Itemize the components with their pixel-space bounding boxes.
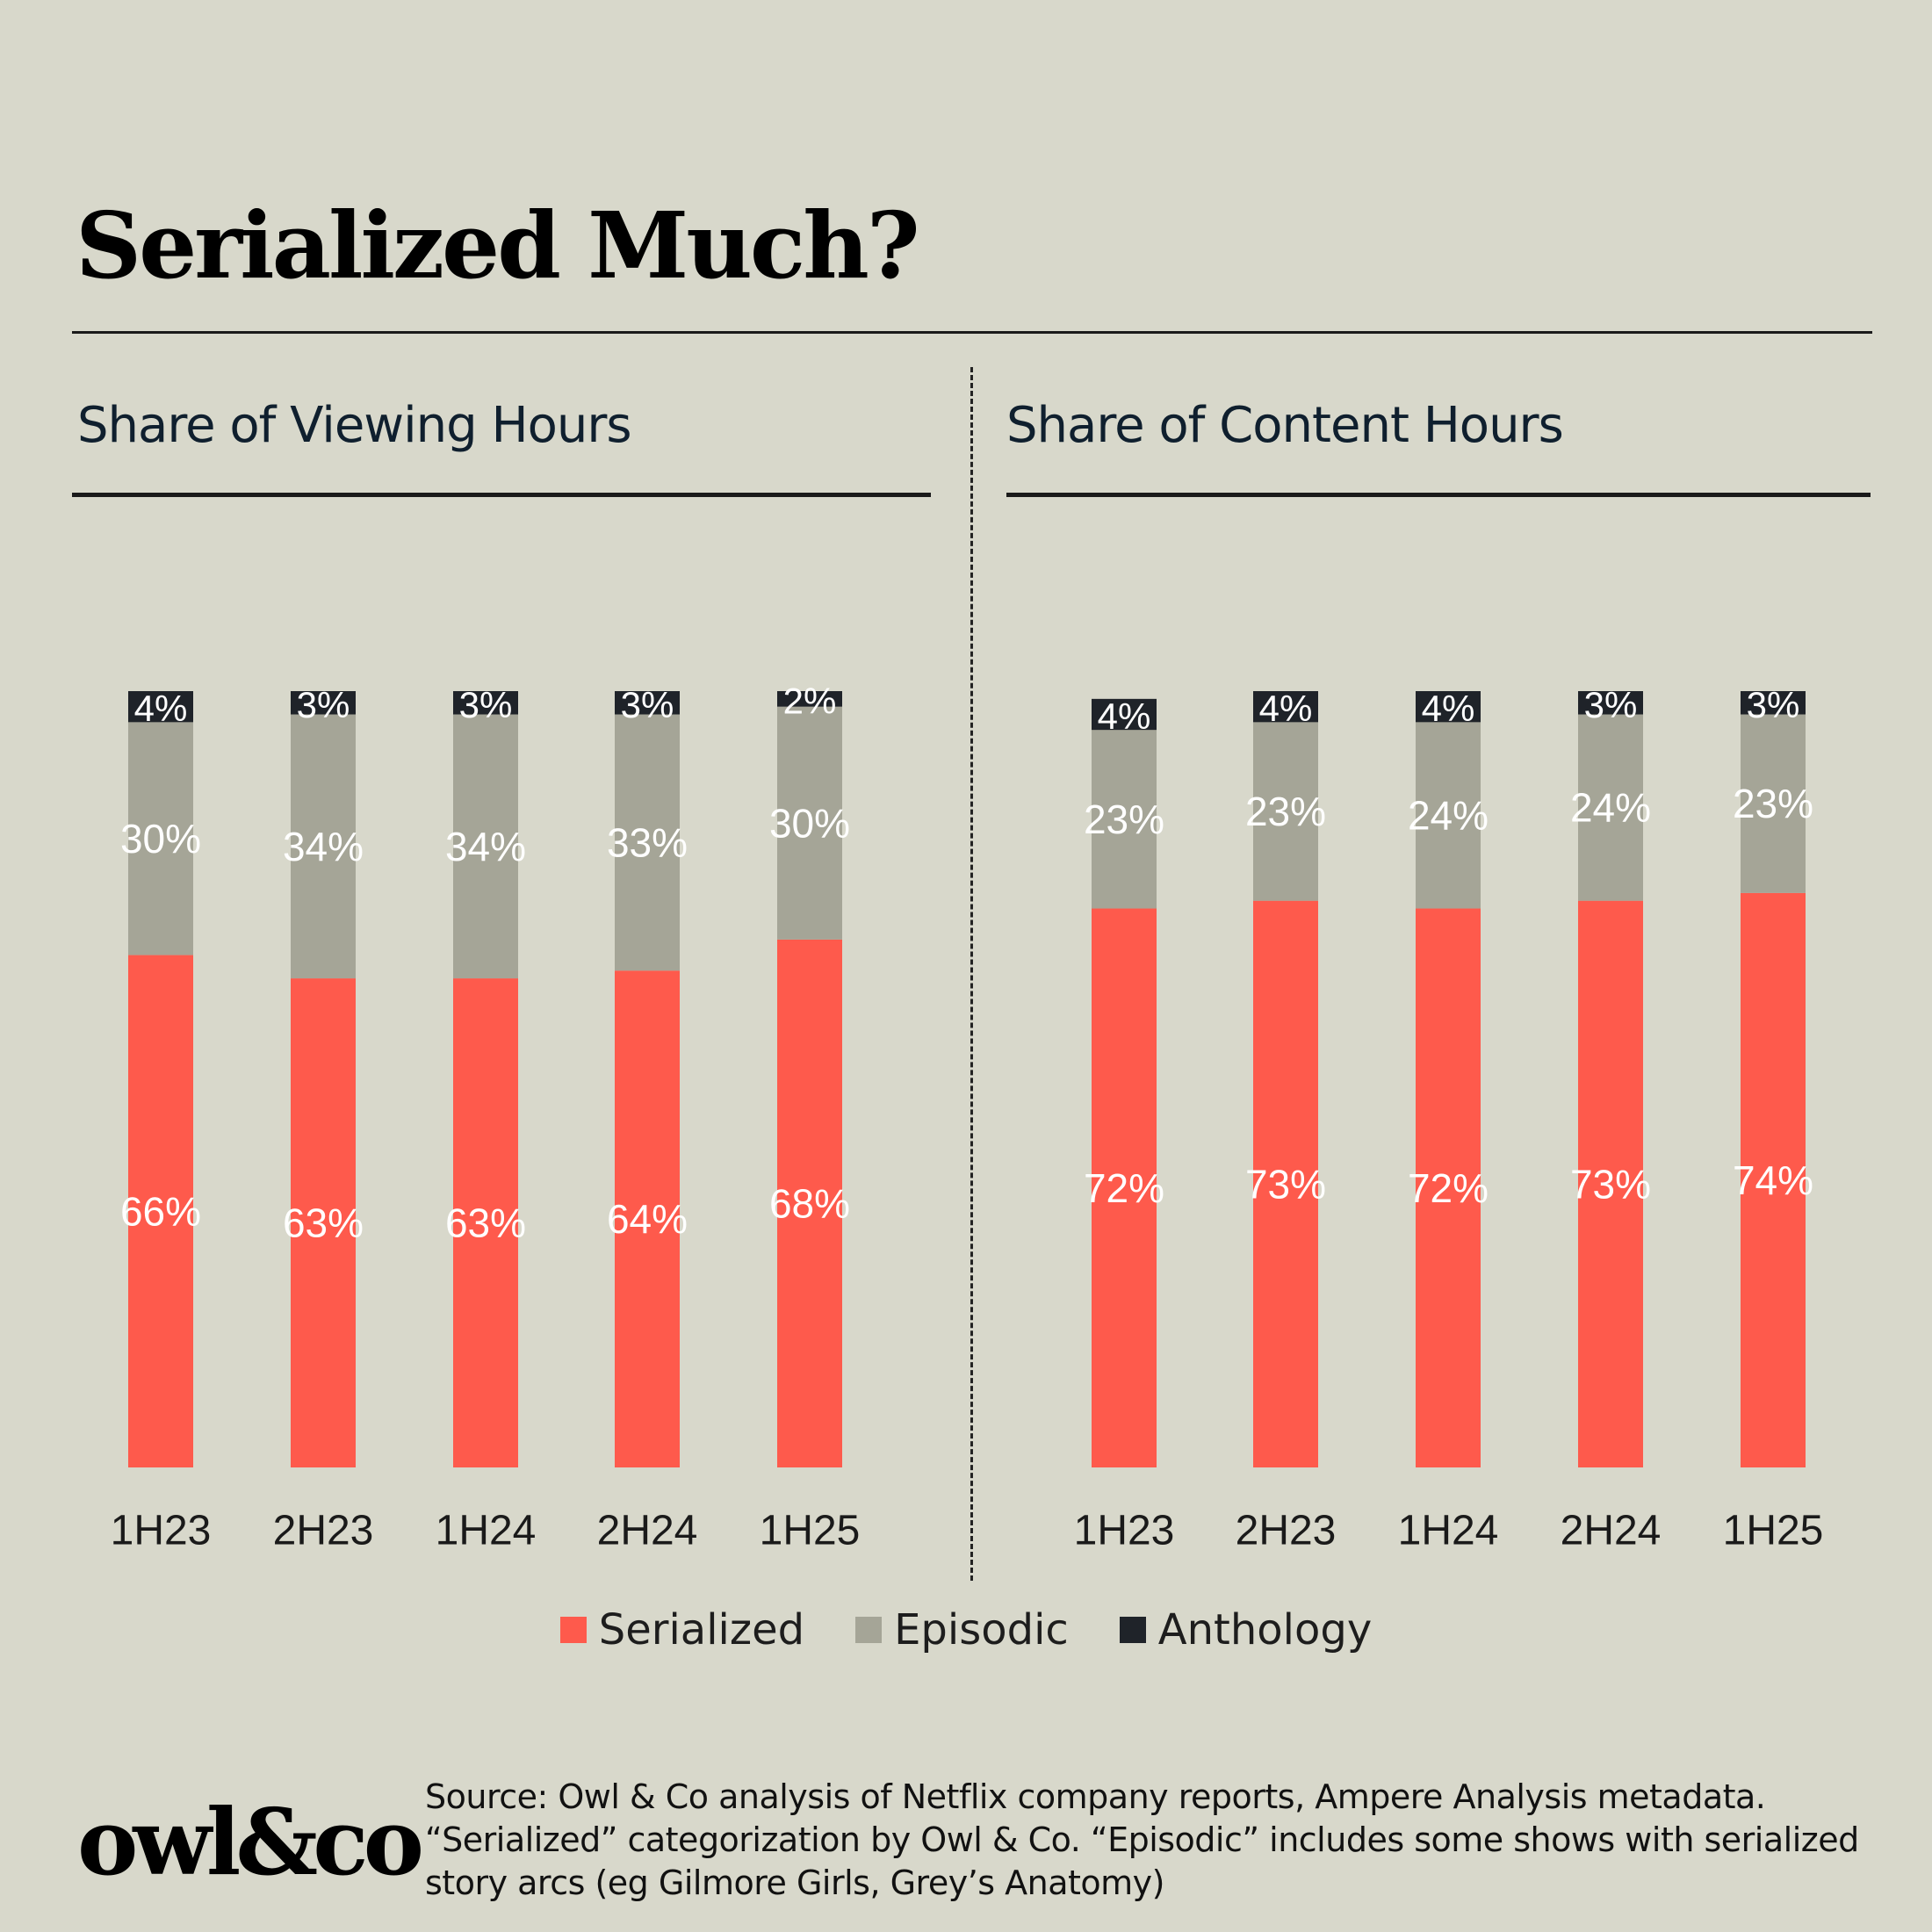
data-label-content-anthology-2h23: 4% bbox=[1259, 688, 1313, 729]
chart-legend: Serialized Episodic Anthology bbox=[0, 1605, 1932, 1654]
legend-swatch-serialized bbox=[559, 1617, 587, 1643]
data-label-viewing-anthology-1h24: 3% bbox=[459, 684, 513, 725]
data-label-content-serialized-2h23: 73% bbox=[1245, 1161, 1326, 1207]
data-label-viewing-anthology-2h23: 3% bbox=[297, 684, 350, 725]
data-label-viewing-episodic-1h24: 34% bbox=[445, 824, 526, 869]
data-label-content-episodic-1h24: 24% bbox=[1408, 792, 1489, 838]
data-label-viewing-episodic-2h23: 34% bbox=[283, 824, 364, 869]
bar-viewing-serialized-1h24 bbox=[453, 978, 518, 1467]
data-label-viewing-serialized-2h23: 63% bbox=[283, 1200, 364, 1246]
data-label-viewing-episodic-1h25: 30% bbox=[769, 800, 850, 846]
bar-viewing-episodic-1h24 bbox=[453, 714, 518, 979]
right-chart-divider bbox=[1006, 493, 1871, 497]
data-label-content-anthology-2h24: 3% bbox=[1584, 684, 1638, 725]
bar-content-serialized-2h23 bbox=[1253, 900, 1318, 1467]
bar-content-episodic-2h23 bbox=[1253, 722, 1318, 901]
x-tick-label-viewing-1h25: 1H25 bbox=[760, 1508, 861, 1554]
x-tick-label-content-2h23: 2H23 bbox=[1236, 1508, 1337, 1554]
legend-item-serialized: Serialized bbox=[559, 1605, 805, 1654]
data-label-viewing-anthology-2h24: 3% bbox=[621, 684, 674, 725]
chart-title-content-hours: Share of Content Hours bbox=[1006, 397, 1564, 454]
data-label-viewing-serialized-2h24: 64% bbox=[607, 1196, 688, 1242]
data-label-viewing-episodic-2h24: 33% bbox=[607, 819, 688, 865]
bar-content-serialized-1h23 bbox=[1092, 908, 1157, 1467]
bar-viewing-serialized-1h25 bbox=[777, 939, 842, 1467]
legend-label-anthology: Anthology bbox=[1157, 1605, 1373, 1654]
page-title: Serialized Much? bbox=[76, 191, 920, 299]
x-tick-label-content-2h24: 2H24 bbox=[1561, 1508, 1662, 1554]
data-label-content-episodic-2h24: 24% bbox=[1570, 785, 1651, 831]
data-label-content-anthology-1h25: 3% bbox=[1747, 684, 1800, 725]
x-tick-label-viewing-2h24: 2H24 bbox=[597, 1508, 698, 1554]
bar-viewing-anthology-1h25 bbox=[777, 691, 842, 707]
title-divider bbox=[72, 331, 1872, 334]
bar-content-anthology-1h24 bbox=[1416, 691, 1481, 723]
bar-content-episodic-1h23 bbox=[1092, 730, 1157, 909]
x-tick-label-viewing-1h23: 1H23 bbox=[111, 1508, 212, 1554]
bar-viewing-episodic-2h23 bbox=[291, 714, 356, 979]
bar-content-anthology-2h24 bbox=[1578, 691, 1643, 715]
x-tick-label-content-1h24: 1H24 bbox=[1398, 1508, 1499, 1554]
legend-label-episodic: Episodic bbox=[894, 1605, 1069, 1654]
chart-title-viewing-hours: Share of Viewing Hours bbox=[77, 397, 632, 454]
data-label-viewing-anthology-1h25: 2% bbox=[783, 680, 837, 721]
data-label-content-serialized-1h24: 72% bbox=[1408, 1165, 1489, 1211]
bar-viewing-serialized-2h23 bbox=[291, 978, 356, 1467]
data-label-content-anthology-1h23: 4% bbox=[1098, 696, 1151, 737]
bar-content-episodic-1h24 bbox=[1416, 722, 1481, 909]
bar-viewing-episodic-1h23 bbox=[128, 722, 193, 955]
legend-item-anthology: Anthology bbox=[1119, 1605, 1373, 1654]
x-tick-label-viewing-1h24: 1H24 bbox=[436, 1508, 537, 1554]
legend-swatch-episodic bbox=[855, 1617, 883, 1643]
data-label-content-episodic-1h23: 23% bbox=[1084, 797, 1164, 842]
bar-content-anthology-1h25 bbox=[1741, 691, 1806, 715]
data-label-content-serialized-2h24: 73% bbox=[1570, 1161, 1651, 1207]
legend-swatch-anthology bbox=[1119, 1617, 1146, 1643]
bar-content-serialized-1h24 bbox=[1416, 908, 1481, 1467]
bar-content-anthology-2h23 bbox=[1253, 691, 1318, 723]
bar-content-episodic-1h25 bbox=[1741, 714, 1806, 893]
panel-separator bbox=[970, 367, 973, 1581]
data-label-content-episodic-2h23: 23% bbox=[1245, 789, 1326, 834]
data-label-content-serialized-1h23: 72% bbox=[1084, 1165, 1164, 1211]
data-label-viewing-serialized-1h25: 68% bbox=[769, 1180, 850, 1226]
left-chart-divider bbox=[72, 493, 931, 497]
data-label-content-serialized-1h25: 74% bbox=[1733, 1157, 1813, 1203]
data-label-content-episodic-1h25: 23% bbox=[1733, 781, 1813, 826]
owl-and-co-logo: owl&co bbox=[77, 1788, 424, 1896]
bar-content-anthology-1h23 bbox=[1092, 698, 1157, 731]
data-label-viewing-anthology-1h23: 4% bbox=[134, 688, 188, 729]
bar-viewing-serialized-2h24 bbox=[615, 970, 680, 1467]
bar-viewing-anthology-2h23 bbox=[291, 691, 356, 715]
legend-item-episodic: Episodic bbox=[855, 1605, 1069, 1654]
data-label-viewing-serialized-1h24: 63% bbox=[445, 1200, 526, 1246]
bar-content-serialized-1h25 bbox=[1741, 892, 1806, 1467]
data-label-viewing-episodic-1h23: 30% bbox=[120, 816, 201, 861]
x-tick-label-content-1h25: 1H25 bbox=[1723, 1508, 1824, 1554]
bar-content-serialized-2h24 bbox=[1578, 900, 1643, 1467]
x-tick-label-viewing-2h23: 2H23 bbox=[273, 1508, 374, 1554]
bar-viewing-serialized-1h23 bbox=[128, 955, 193, 1467]
x-tick-label-content-1h23: 1H23 bbox=[1074, 1508, 1175, 1554]
bar-viewing-episodic-2h24 bbox=[615, 714, 680, 971]
legend-label-serialized: Serialized bbox=[598, 1605, 805, 1654]
bar-content-episodic-2h24 bbox=[1578, 714, 1643, 901]
bar-viewing-anthology-1h23 bbox=[128, 691, 193, 723]
source-note: Source: Owl & Co analysis of Netflix com… bbox=[425, 1777, 1859, 1902]
data-label-content-anthology-1h24: 4% bbox=[1422, 688, 1475, 729]
bar-viewing-anthology-1h24 bbox=[453, 691, 518, 715]
bar-viewing-episodic-1h25 bbox=[777, 706, 842, 940]
data-label-viewing-serialized-1h23: 66% bbox=[120, 1188, 201, 1234]
bar-viewing-anthology-2h24 bbox=[615, 691, 680, 715]
